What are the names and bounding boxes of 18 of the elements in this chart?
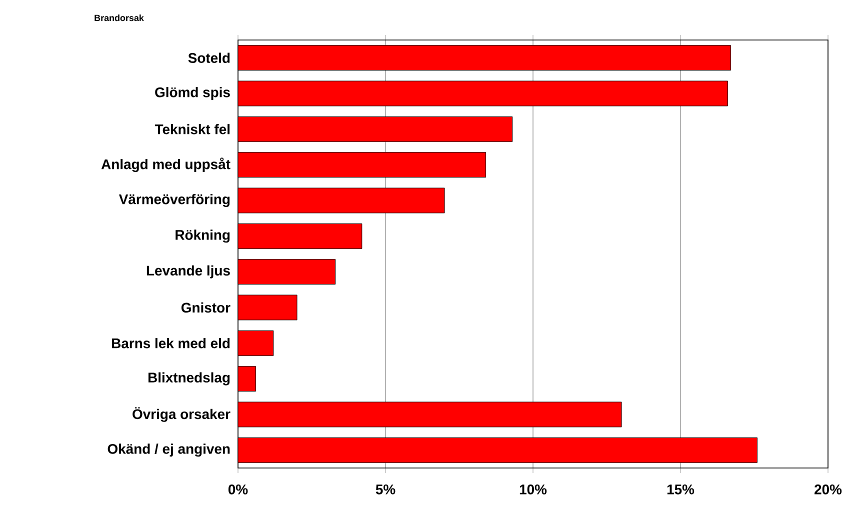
y-tick-label: Värmeöverföring [118,194,230,208]
y-tick-label: Gnistor [181,302,230,313]
y-tick-label: Barns lek med eld [112,338,230,348]
x-tick-label: 20% [814,484,842,494]
x-tick-label: 10% [520,484,547,494]
y-tick-label: Tekniskt fel [154,124,230,134]
y-tick-label: Okänd / ej angiven [108,444,230,457]
y-tick-label: Anlagd med uppsåt [101,158,230,172]
y-tick-label: Blixtnedslag [148,372,230,386]
y-tick-label: Rökning [176,230,230,243]
x-tick-label: 15% [667,484,694,494]
y-tick-label: Levande ljus [146,265,230,278]
y-tick-label: Övriga orsaker [132,407,230,422]
y-tick-label: Glömd spis [155,86,230,100]
x-tick-label: 5% [376,484,396,494]
y-tick-label: Soteld [188,52,230,63]
x-tick-label: 0% [228,484,248,494]
y-axis-title: Brandorsak [94,14,144,22]
